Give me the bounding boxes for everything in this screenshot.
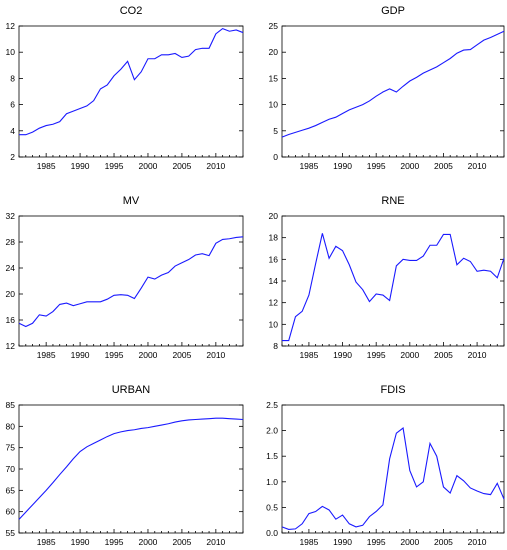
chart-title: CO2 [120, 5, 143, 17]
y-tick-label: 2 [10, 152, 15, 162]
x-tick-label: 2005 [434, 350, 453, 360]
x-tick-label: 2010 [206, 350, 225, 360]
chart-title: RNE [381, 195, 404, 207]
y-tick-label: 0.0 [266, 528, 278, 538]
y-tick-label: 55 [6, 528, 16, 538]
plot-frame [18, 404, 244, 534]
y-tick-label: 12 [6, 21, 16, 31]
y-tick-label: 15 [269, 73, 279, 83]
x-tick-label: 1995 [105, 161, 124, 171]
chart-panel-urban: URBAN 55 60 65 70 75 80 85 1985 1990 1995 2000 2005 2… [6, 384, 244, 547]
y-tick-label: 60 [6, 507, 16, 517]
series-line-mv [18, 236, 244, 328]
x-tick-label: 2005 [434, 537, 453, 547]
y-tick-label: 20 [269, 47, 279, 57]
x-tick-label: 1990 [71, 537, 90, 547]
x-tick-label: 2000 [400, 537, 419, 547]
x-tick-label: 1985 [299, 161, 318, 171]
y-tick-label: 28 [6, 237, 16, 247]
y-tick-label: 10 [269, 319, 279, 329]
chart-panel-mv: MV 12 16 20 24 28 32 1985 1990 1995 2000 2005 2010 [6, 195, 244, 360]
y-tick-label: 32 [6, 211, 16, 221]
x-tick-label: 2005 [172, 161, 191, 171]
y-tick-label: 10 [269, 100, 279, 110]
y-tick-label: 12 [269, 298, 279, 308]
plot-frame [18, 215, 244, 347]
chart-panel-rne: RNE 8 10 12 14 16 18 20 1985 1990 1995 2000 2005 2010 [269, 195, 505, 360]
y-tick-label: 24 [6, 263, 16, 273]
y-tick-label: 2.0 [266, 426, 278, 436]
x-tick-label: 2005 [434, 161, 453, 171]
x-tick-label: 2000 [139, 537, 158, 547]
chart-panel-fdis: FDIS 0.0 0.5 1.0 1.5 2.0 2.5 1985 1990 1995 2000 20… [266, 384, 505, 547]
x-tick-label: 1985 [37, 161, 56, 171]
y-tick-label: 14 [269, 276, 279, 286]
y-tick-label: 85 [6, 400, 16, 410]
chart-title: URBAN [112, 384, 151, 396]
x-tick-label: 2000 [139, 161, 158, 171]
x-tick-label: 1995 [367, 350, 386, 360]
y-tick-label: 0.5 [266, 502, 278, 512]
series-line-gdp [281, 30, 505, 138]
plot-frame [281, 25, 505, 158]
x-tick-label: 2000 [400, 350, 419, 360]
y-tick-label: 0 [273, 152, 278, 162]
x-tick-label: 2010 [206, 537, 225, 547]
x-tick-label: 2010 [206, 161, 225, 171]
x-tick-label: 1995 [105, 350, 124, 360]
y-tick-label: 16 [269, 254, 279, 264]
series-line-rne [282, 233, 505, 342]
y-tick-label: 70 [6, 464, 16, 474]
y-tick-label: 4 [10, 126, 15, 136]
y-tick-label: 8 [10, 73, 15, 83]
chart-panel-co2: CO2 2 4 6 8 10 12 1985 1990 1995 2000 2005 2010 [6, 5, 244, 171]
plot-frame [18, 25, 244, 158]
y-tick-label: 20 [6, 289, 16, 299]
chart-title: MV [123, 195, 140, 207]
x-tick-label: 2010 [468, 350, 487, 360]
x-tick-label: 1995 [105, 537, 124, 547]
x-tick-label: 2000 [139, 350, 158, 360]
x-tick-label: 1990 [333, 161, 352, 171]
y-tick-label: 2.5 [266, 400, 278, 410]
y-tick-label: 25 [269, 21, 279, 31]
x-tick-label: 1995 [367, 537, 386, 547]
x-tick-label: 2005 [172, 350, 191, 360]
y-tick-label: 10 [6, 47, 16, 57]
plot-frame [281, 404, 505, 534]
series-line-co2 [19, 27, 244, 136]
x-tick-label: 1985 [299, 350, 318, 360]
y-tick-label: 8 [273, 341, 278, 351]
y-tick-label: 75 [6, 443, 16, 453]
series-line-urban [18, 417, 244, 520]
chart-title: GDP [381, 5, 405, 17]
y-tick-label: 18 [269, 233, 279, 243]
chart-title: FDIS [380, 384, 405, 396]
chart-panel-gdp: GDP 0 5 10 15 20 25 1985 1990 1995 2000 2005 2010 [269, 5, 505, 171]
x-tick-label: 1990 [333, 350, 352, 360]
x-tick-label: 1985 [299, 537, 318, 547]
x-tick-label: 2010 [468, 537, 487, 547]
x-tick-label: 2005 [172, 537, 191, 547]
y-tick-label: 20 [269, 211, 279, 221]
y-tick-label: 5 [273, 126, 278, 136]
y-tick-label: 1.0 [266, 477, 278, 487]
y-tick-label: 65 [6, 485, 16, 495]
y-tick-label: 6 [10, 100, 15, 110]
x-tick-label: 1985 [37, 350, 56, 360]
x-tick-label: 1990 [71, 161, 90, 171]
y-tick-label: 12 [6, 341, 16, 351]
x-tick-label: 1995 [367, 161, 386, 171]
y-tick-label: 80 [6, 421, 16, 431]
x-tick-label: 1990 [333, 537, 352, 547]
series-line-fdis [281, 427, 505, 530]
y-tick-label: 1.5 [266, 451, 278, 461]
x-tick-label: 1985 [37, 537, 56, 547]
x-tick-label: 2010 [468, 161, 487, 171]
y-tick-label: 16 [6, 315, 16, 325]
x-tick-label: 1990 [71, 350, 90, 360]
x-tick-label: 2000 [400, 161, 419, 171]
